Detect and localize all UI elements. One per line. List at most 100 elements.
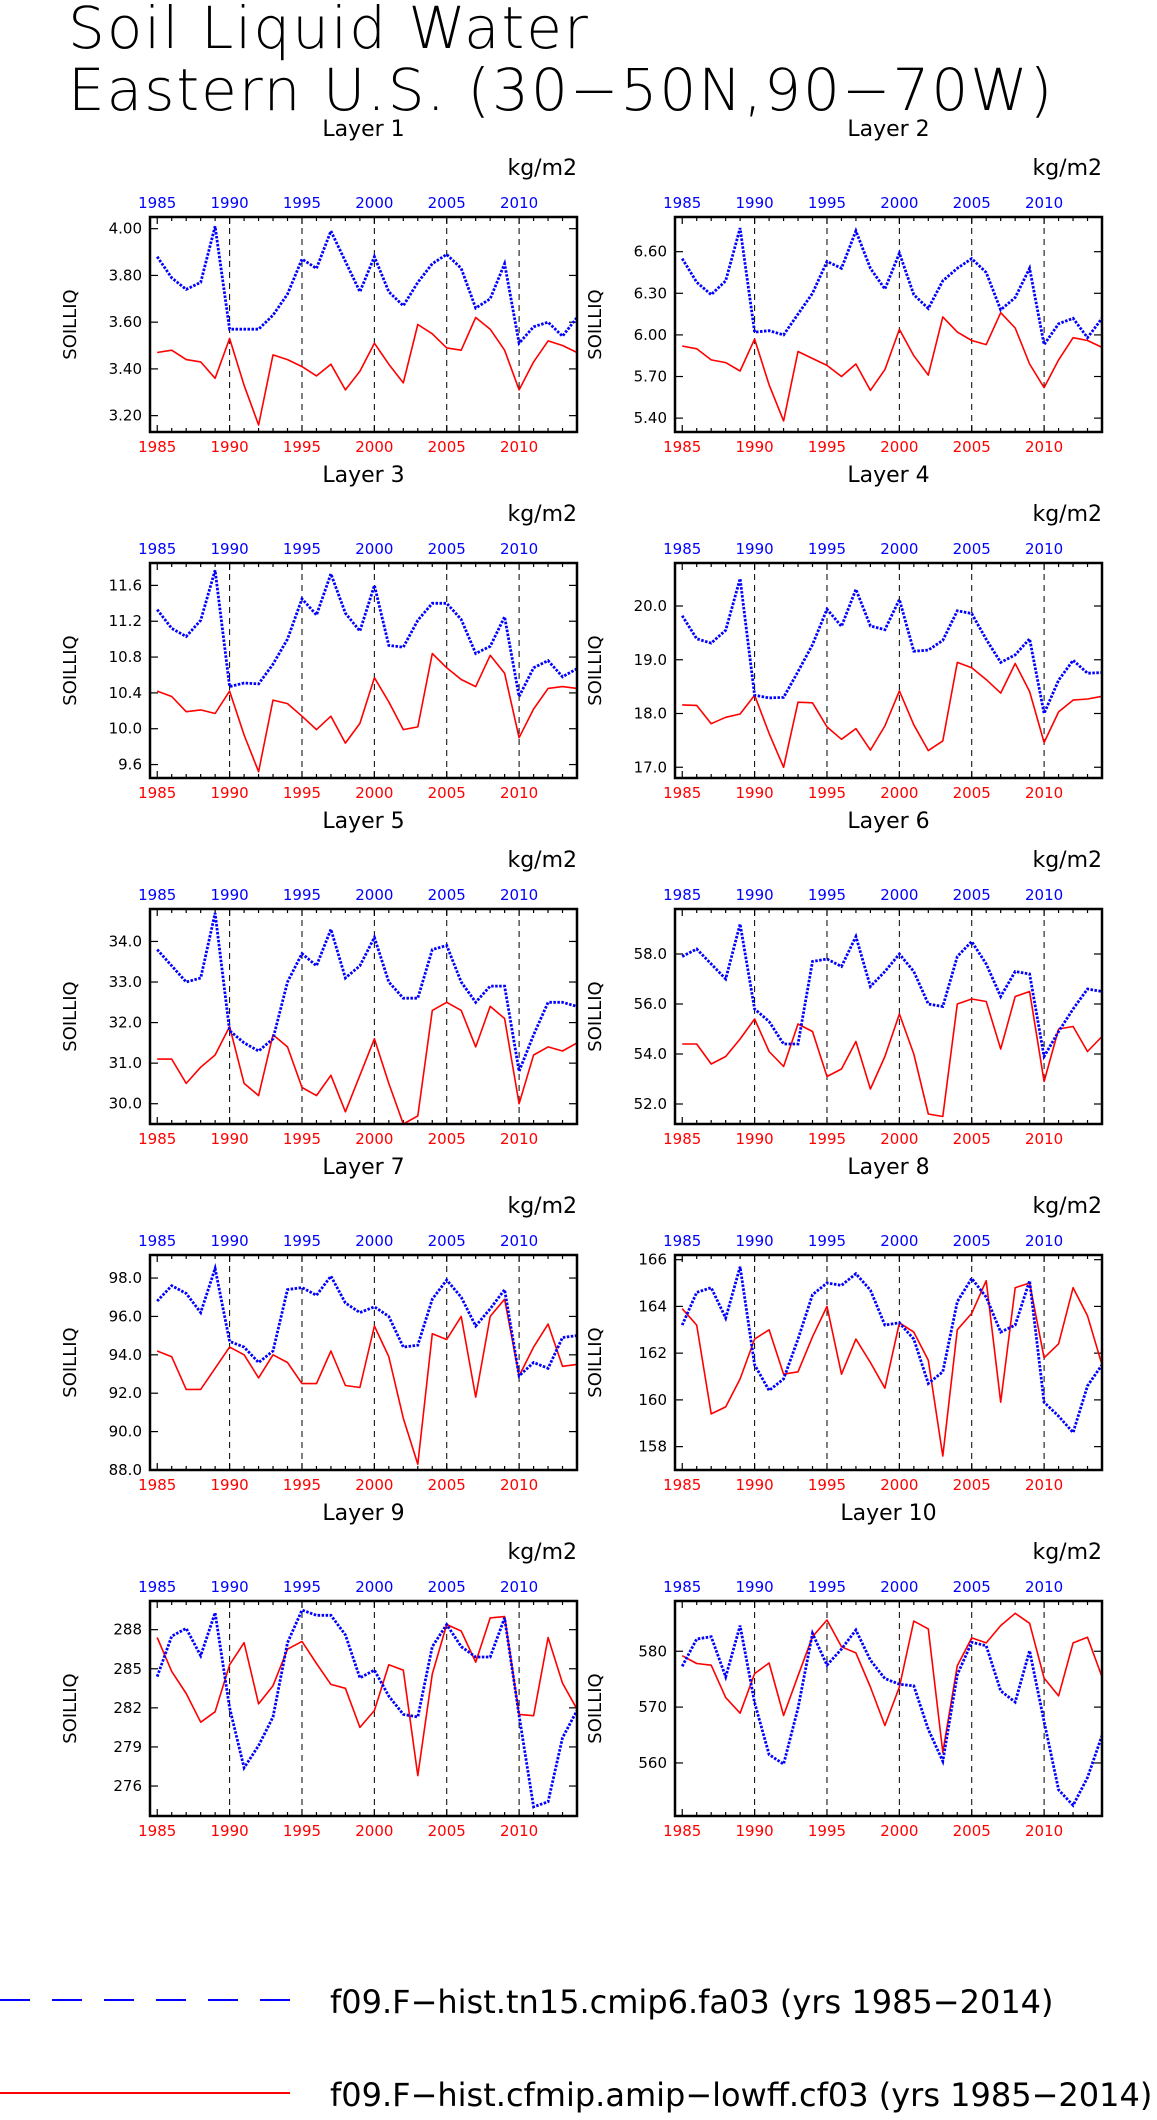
panel-frame bbox=[148, 561, 579, 780]
series-line-red bbox=[681, 1279, 1103, 1457]
x-tick-label-top: 1985 bbox=[138, 540, 176, 558]
series-line-blue bbox=[156, 1262, 578, 1379]
chart-legend: f09.F−hist.tn15.cmip6.fa03 (yrs 1985−201… bbox=[0, 1983, 1152, 2114]
y-tick-label: 560 bbox=[638, 1754, 667, 1772]
x-tick-label-bottom: 2010 bbox=[1025, 784, 1063, 802]
y-axis-label: SOILLIQ bbox=[585, 289, 606, 359]
legend-label-red: f09.F−hist.cfmip.amip−lowff.cf03 (yrs 19… bbox=[330, 2076, 1152, 2114]
y-tick-label: 166 bbox=[638, 1251, 667, 1269]
x-tick-label-bottom: 2010 bbox=[500, 1822, 538, 1840]
panel-units: kg/m2 bbox=[507, 502, 577, 527]
chart-title-line2: Eastern U.S. (30−50N,90−70W) bbox=[68, 56, 1055, 124]
y-axis-label: SOILLIQ bbox=[585, 981, 606, 1051]
x-tick-label-bottom: 2010 bbox=[1025, 1822, 1063, 1840]
panel-title: Layer 3 bbox=[322, 463, 404, 488]
y-tick-label: 88.0 bbox=[109, 1461, 142, 1479]
x-tick-label-bottom: 1985 bbox=[663, 1130, 701, 1148]
x-tick-label-top: 2010 bbox=[500, 540, 538, 558]
x-tick-label-top: 1990 bbox=[211, 540, 249, 558]
panel-units: kg/m2 bbox=[1032, 1540, 1102, 1565]
x-tick-label-top: 1995 bbox=[283, 1232, 321, 1250]
x-tick-label-bottom: 2010 bbox=[500, 438, 538, 456]
panel-title: Layer 1 bbox=[322, 117, 404, 142]
panel-frame bbox=[148, 215, 579, 434]
series-line-red bbox=[682, 661, 1103, 769]
panel-layer-1: Layer 1 kg/m2 SOILLIQ 1985 1985 1990 1990 1995 1… bbox=[60, 117, 579, 456]
x-tick-label-bottom: 2000 bbox=[880, 784, 918, 802]
panel-layer-3: Layer 3 kg/m2 SOILLIQ 1985 1985 1990 1990 1995 1… bbox=[60, 463, 579, 802]
x-tick-label-top: 2000 bbox=[355, 194, 393, 212]
panel-frame bbox=[673, 561, 1104, 780]
y-tick-label: 3.20 bbox=[109, 407, 142, 425]
panel-title: Layer 5 bbox=[322, 809, 404, 834]
panel-layer-5: Layer 5 kg/m2 SOILLIQ 1985 1985 1990 1990 1995 1… bbox=[60, 809, 579, 1148]
x-tick-label-top: 2000 bbox=[355, 540, 393, 558]
x-tick-label-top: 2010 bbox=[500, 1232, 538, 1250]
x-tick-label-bottom: 2010 bbox=[1025, 1130, 1063, 1148]
legend-label-blue: f09.F−hist.tn15.cmip6.fa03 (yrs 1985−201… bbox=[330, 1983, 1054, 2021]
y-tick-label: 32.0 bbox=[109, 1014, 142, 1032]
panel-layer-8: Layer 8 kg/m2 SOILLIQ 1985 1985 1990 1990 1995 1… bbox=[585, 1155, 1104, 1494]
y-tick-label: 58.0 bbox=[634, 945, 667, 963]
x-tick-label-bottom: 2000 bbox=[880, 438, 918, 456]
x-tick-label-bottom: 1995 bbox=[808, 1130, 846, 1148]
x-tick-label-top: 2010 bbox=[500, 886, 538, 904]
panel-title: Layer 6 bbox=[847, 809, 929, 834]
panel-layer-2: Layer 2 kg/m2 SOILLIQ 1985 1985 1990 1990 1995 1… bbox=[585, 117, 1104, 456]
x-tick-label-top: 2010 bbox=[1025, 1578, 1063, 1596]
x-tick-label-bottom: 1995 bbox=[808, 1476, 846, 1494]
y-tick-label: 92.0 bbox=[109, 1384, 142, 1402]
series-line-blue bbox=[156, 225, 579, 347]
panel-title: Layer 2 bbox=[847, 117, 929, 142]
x-tick-label-bottom: 2010 bbox=[500, 1476, 538, 1494]
y-tick-label: 3.80 bbox=[109, 266, 142, 284]
x-tick-label-bottom: 1990 bbox=[211, 1476, 249, 1494]
x-tick-label-top: 2010 bbox=[1025, 194, 1063, 212]
x-tick-label-bottom: 2005 bbox=[428, 1822, 466, 1840]
x-tick-label-top: 2010 bbox=[500, 194, 538, 212]
x-tick-label-bottom: 1995 bbox=[808, 438, 846, 456]
x-tick-label-top: 1990 bbox=[736, 1578, 774, 1596]
series-line-blue bbox=[155, 1608, 579, 1809]
x-tick-label-bottom: 2010 bbox=[500, 784, 538, 802]
y-tick-label: 3.60 bbox=[109, 313, 142, 331]
y-tick-label: 5.40 bbox=[634, 409, 667, 427]
x-tick-label-top: 2005 bbox=[953, 1232, 991, 1250]
x-tick-label-bottom: 2000 bbox=[355, 784, 393, 802]
y-tick-label: 279 bbox=[113, 1738, 142, 1756]
series-line-red bbox=[682, 990, 1103, 1118]
y-tick-label: 285 bbox=[113, 1660, 142, 1678]
x-tick-label-bottom: 2005 bbox=[953, 438, 991, 456]
y-axis-label: SOILLIQ bbox=[585, 1327, 606, 1397]
x-tick-label-bottom: 1990 bbox=[736, 784, 774, 802]
panel-units: kg/m2 bbox=[1032, 502, 1102, 527]
series-line-blue bbox=[681, 227, 1104, 349]
x-tick-label-top: 2005 bbox=[953, 1578, 991, 1596]
y-tick-label: 162 bbox=[638, 1344, 667, 1362]
x-tick-label-bottom: 1995 bbox=[283, 1822, 321, 1840]
series-line-blue bbox=[680, 1625, 1104, 1808]
x-tick-label-bottom: 2005 bbox=[953, 1130, 991, 1148]
x-tick-label-top: 1990 bbox=[211, 1232, 249, 1250]
y-tick-label: 30.0 bbox=[109, 1095, 142, 1113]
y-tick-label: 18.0 bbox=[634, 705, 667, 723]
series-line-red bbox=[682, 311, 1103, 422]
x-tick-label-bottom: 2000 bbox=[880, 1130, 918, 1148]
x-tick-label-top: 1995 bbox=[283, 886, 321, 904]
y-tick-label: 90.0 bbox=[109, 1423, 142, 1441]
series-line-blue bbox=[680, 1266, 1104, 1436]
series-line-blue bbox=[681, 578, 1103, 719]
x-tick-label-bottom: 2000 bbox=[355, 438, 393, 456]
y-tick-label: 10.0 bbox=[109, 720, 142, 738]
x-tick-label-bottom: 2005 bbox=[953, 1822, 991, 1840]
y-tick-label: 52.0 bbox=[634, 1095, 667, 1113]
y-tick-label: 34.0 bbox=[109, 932, 142, 950]
y-tick-label: 6.00 bbox=[634, 326, 667, 344]
x-tick-label-bottom: 1995 bbox=[283, 438, 321, 456]
panel-layer-4: Layer 4 kg/m2 SOILLIQ 1985 1985 1990 1990 1995 1… bbox=[585, 463, 1104, 802]
y-tick-label: 9.6 bbox=[118, 756, 142, 774]
panel-frame bbox=[673, 215, 1104, 434]
x-tick-label-bottom: 1990 bbox=[211, 784, 249, 802]
y-tick-label: 98.0 bbox=[109, 1269, 142, 1287]
x-tick-label-bottom: 2000 bbox=[880, 1822, 918, 1840]
